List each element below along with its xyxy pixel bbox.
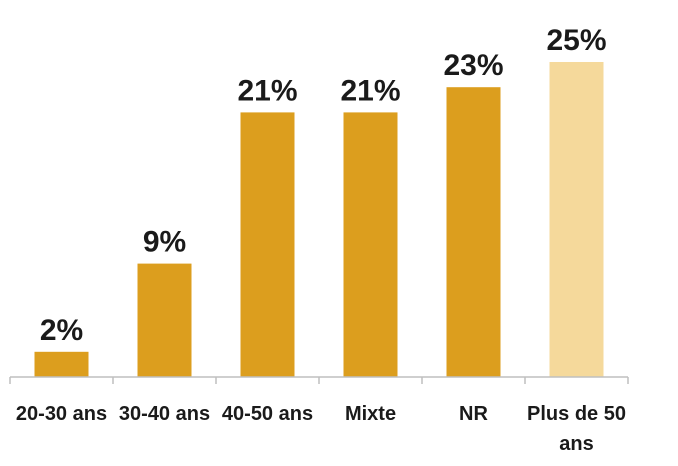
category-label: NR bbox=[459, 403, 488, 425]
category-label: Plus de 50 ans bbox=[527, 403, 626, 455]
bar-plus-de-50-ans bbox=[549, 62, 604, 377]
data-label: 25% bbox=[546, 24, 606, 57]
data-label: 9% bbox=[143, 226, 186, 259]
x-axis bbox=[9, 376, 629, 384]
category-labels-group: 20-30 ans 30-40 ans 40-50 ans Mixte NR Plus d… bbox=[16, 403, 626, 455]
bar-mixte bbox=[343, 112, 398, 378]
data-label: 2% bbox=[40, 314, 83, 347]
data-label: 21% bbox=[340, 74, 400, 107]
value-labels-group: 2% 9% 21% 21% 23% 25% bbox=[40, 24, 607, 347]
bar-40-50-ans bbox=[240, 112, 295, 378]
bar-30-40-ans bbox=[137, 263, 192, 377]
bar-nr bbox=[446, 87, 501, 377]
category-label: Mixte bbox=[345, 403, 396, 425]
category-label: 20-30 ans bbox=[16, 403, 107, 425]
bars-group bbox=[34, 62, 604, 378]
category-label: 40-50 ans bbox=[222, 403, 313, 425]
category-label: 30-40 ans bbox=[119, 403, 210, 425]
bar-20-30-ans bbox=[34, 351, 89, 377]
data-label: 21% bbox=[237, 74, 297, 107]
data-label: 23% bbox=[443, 49, 503, 82]
